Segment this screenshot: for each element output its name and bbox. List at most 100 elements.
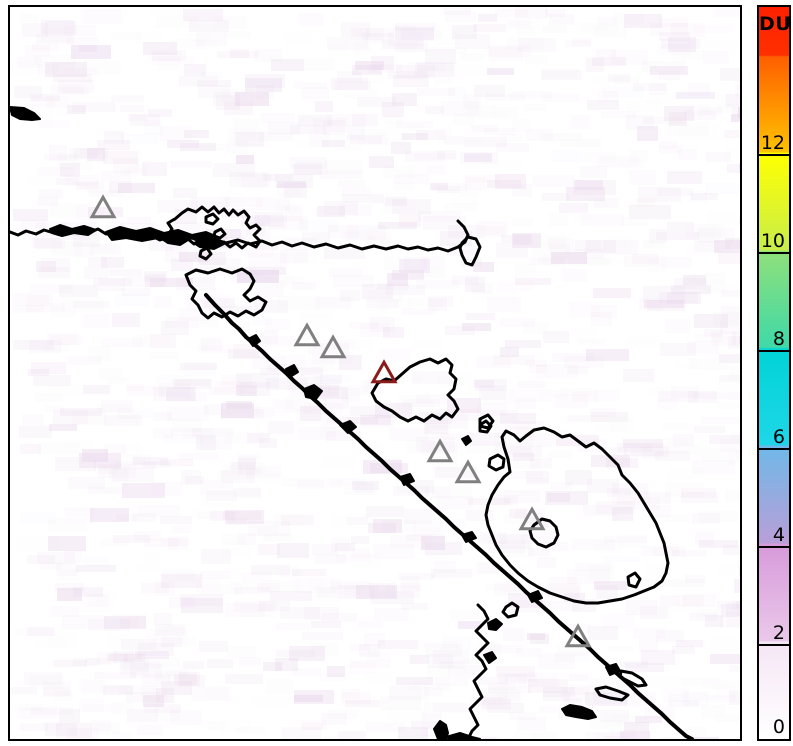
swath-pixel (479, 385, 506, 400)
swath-pixel (667, 292, 701, 304)
swath-pixel (340, 290, 360, 301)
swath-pixel (604, 536, 647, 543)
swath-pixel (223, 511, 261, 520)
swath-pixel (88, 619, 130, 631)
swath-pixel (603, 240, 638, 255)
swath-pixel (315, 101, 333, 112)
swath-pixel (542, 193, 569, 201)
swath-pixel (669, 693, 708, 701)
volcano-marker-4[interactable] (370, 359, 398, 384)
swath-pixel (256, 283, 284, 297)
swath-pixel (373, 519, 402, 533)
swath-pixel (180, 143, 216, 151)
swath-pixel (647, 300, 686, 311)
swath-pixel (173, 379, 212, 389)
swath-pixel (640, 606, 668, 619)
volcano-marker-6[interactable] (454, 459, 482, 484)
swath-pixel (655, 451, 690, 461)
swath-pixel (374, 608, 409, 621)
swath-pixel (22, 23, 48, 37)
swath-pixel (181, 598, 223, 613)
swath-pixel (705, 183, 740, 195)
swath-pixel (695, 532, 714, 546)
swath-pixel (567, 569, 610, 584)
swath-pixel (732, 332, 740, 346)
swath-pixel (352, 65, 382, 75)
volcano-marker-2[interactable] (293, 322, 321, 347)
volcano-marker-3[interactable] (319, 334, 347, 359)
volcano-marker-8[interactable] (564, 623, 592, 648)
swath-pixel (282, 727, 321, 739)
swath-pixel (120, 618, 138, 628)
swath-pixel (587, 100, 619, 110)
swath-pixel (179, 672, 200, 686)
swath-pixel (649, 505, 671, 517)
swath-pixel (591, 412, 628, 422)
swath-pixel (532, 175, 575, 187)
swath-pixel (608, 74, 630, 82)
swath-pixel (294, 82, 327, 89)
swath-pixel (172, 526, 191, 533)
swath-pixel (724, 130, 740, 138)
swath-pixel (382, 40, 424, 49)
swath-pixel (339, 204, 372, 216)
swath-pixel (411, 721, 445, 729)
swath-pixel (425, 106, 444, 114)
swath-pixel (603, 556, 640, 563)
swath-pixel (30, 284, 73, 293)
swath-pixel (667, 171, 702, 184)
volcano-marker-1[interactable] (89, 194, 117, 219)
swath-pixel (62, 68, 98, 75)
swath-pixel (509, 712, 536, 720)
swath-pixel (67, 728, 99, 739)
swath-pixel (369, 156, 394, 168)
volcano-marker-5[interactable] (426, 438, 454, 463)
swath-pixel (430, 47, 467, 54)
swath-pixel (661, 737, 701, 739)
swath-pixel (204, 404, 223, 415)
swath-pixel (53, 74, 92, 82)
swath-pixel (221, 470, 255, 483)
swath-pixel (201, 549, 231, 564)
swath-pixel (409, 267, 445, 278)
swath-pixel (371, 591, 414, 604)
swath-pixel (707, 695, 736, 702)
swath-pixel (87, 148, 105, 161)
swath-pixel (231, 321, 250, 332)
swath-pixel (103, 151, 138, 164)
swath-pixel (234, 587, 271, 594)
swath-pixel (639, 298, 663, 310)
swath-pixel (687, 341, 719, 354)
swath-pixel (390, 535, 432, 548)
map-panel[interactable] (8, 5, 742, 741)
swath-pixel (353, 43, 371, 53)
swath-pixel (132, 455, 151, 464)
swath-pixel (386, 285, 425, 295)
swath-pixel (292, 668, 321, 676)
swath-pixel (349, 644, 370, 651)
swath-pixel (407, 61, 445, 75)
swath-pixel (192, 428, 233, 437)
swath-pixel (422, 713, 442, 721)
swath-pixel (554, 652, 589, 662)
swath-pixel (293, 164, 322, 175)
volcano-marker-7[interactable] (518, 506, 546, 531)
swath-pixel (526, 471, 549, 483)
swath-pixel (481, 699, 511, 709)
swath-pixel (49, 203, 91, 218)
swath-pixel (118, 686, 158, 694)
swath-pixel (719, 354, 740, 363)
swath-pixel (55, 457, 96, 471)
swath-pixel (20, 512, 56, 524)
colorbar-tick-8 (759, 350, 789, 352)
swath-pixel (462, 323, 491, 331)
swath-pixel (394, 43, 428, 52)
swath-pixel (65, 175, 99, 186)
swath-pixel (460, 152, 498, 164)
swath-pixel (699, 107, 722, 115)
swath-pixel (424, 687, 443, 696)
swath-pixel (413, 521, 434, 536)
swath-pixel (19, 426, 52, 438)
swath-pixel (59, 709, 80, 723)
colorbar[interactable]: DU 12 10 8 6 4 2 0 (757, 5, 791, 741)
